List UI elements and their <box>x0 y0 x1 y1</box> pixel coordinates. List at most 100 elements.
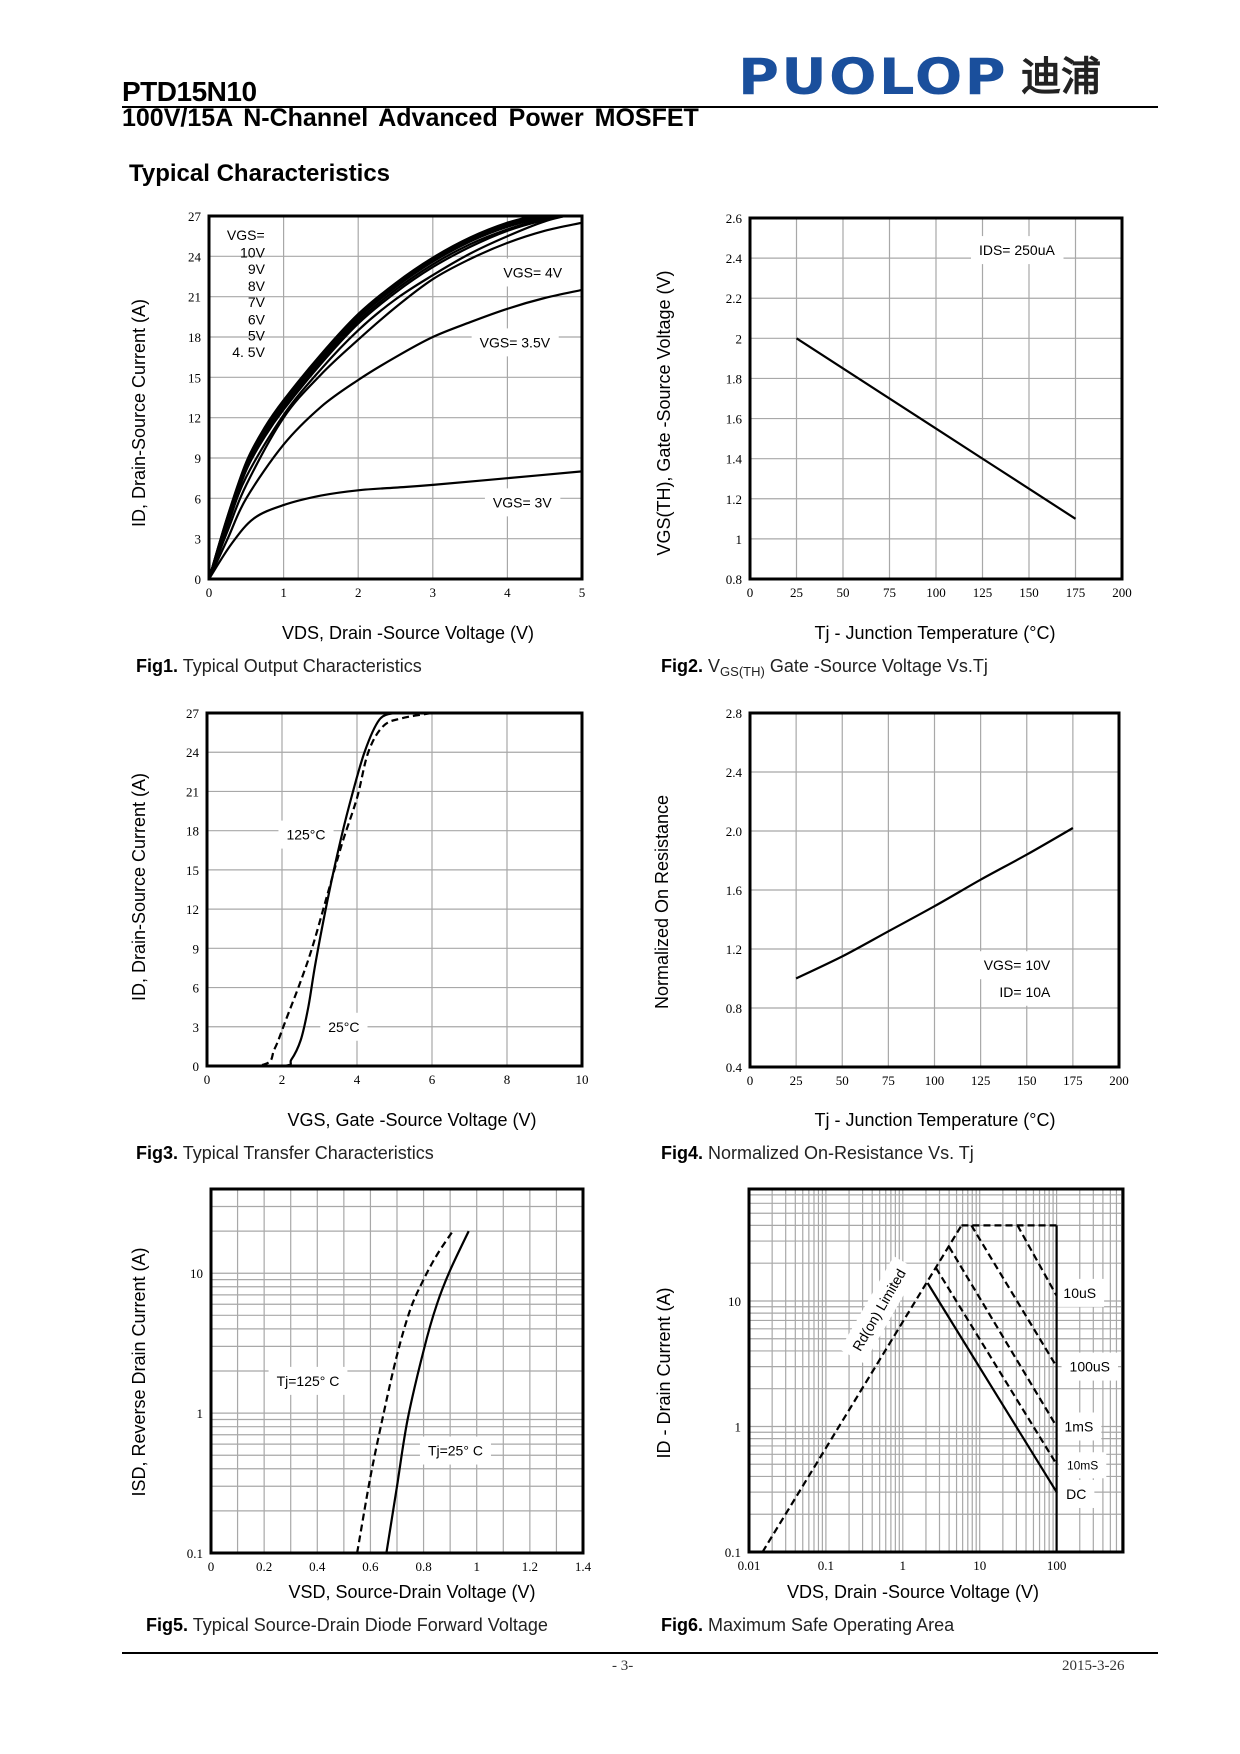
x-tick-label: 3 <box>430 585 437 600</box>
y-tick-label: 0.8 <box>726 1001 742 1016</box>
y-tick-label: 1 <box>735 1419 742 1434</box>
annotations: IDS= 250uA <box>970 236 1064 265</box>
figure-number: Fig5. <box>146 1615 188 1635</box>
x-tick-label: 125 <box>973 585 993 600</box>
series-line-100us <box>970 1224 1058 1368</box>
y-tick-label: 27 <box>186 706 200 721</box>
chart-annotation: IDS= 250uA <box>979 242 1056 258</box>
y-tick-label: 21 <box>186 784 199 799</box>
annotation-background <box>991 977 1060 1006</box>
x-tick-label: 6 <box>429 1072 436 1087</box>
chart-annotation: 10mS <box>1067 1458 1098 1472</box>
y-tick-label: 0.1 <box>725 1545 741 1560</box>
x-tick-label: 75 <box>882 1073 895 1088</box>
y-tick-label: 10 <box>728 1294 741 1309</box>
y-tick-label: 2.4 <box>726 765 743 780</box>
annotation-background <box>278 820 334 849</box>
y-axis-title: ID - Drain Current (A) <box>654 1287 674 1458</box>
x-tick-label: 75 <box>883 585 896 600</box>
series-group <box>356 1230 470 1553</box>
x-tick-label: 0.4 <box>309 1559 326 1574</box>
x-axis-title: VGS, Gate -Source Voltage (V) <box>287 1110 536 1130</box>
y-tick-label: 2.0 <box>726 824 742 839</box>
chart-annotation: VGS= 10V <box>984 957 1051 973</box>
y-tick-label: 1.2 <box>726 492 742 507</box>
x-tick-label: 10 <box>576 1072 589 1087</box>
caption-text: Typical Transfer Characteristics <box>178 1143 434 1163</box>
y-tick-label: 15 <box>188 370 201 385</box>
x-tick-label: 0.01 <box>738 1558 761 1573</box>
caption-text: Typical Source-Drain Diode Forward Volta… <box>188 1615 548 1635</box>
x-tick-label: 0.1 <box>818 1558 834 1573</box>
x-tick-label: 150 <box>1019 585 1039 600</box>
brand-logo: PUOLOP 迪浦 <box>738 52 1101 102</box>
x-tick-label: 1.4 <box>575 1559 592 1574</box>
annotation-background <box>975 951 1059 980</box>
y-tick-label: 1.8 <box>726 371 742 386</box>
gridlines <box>749 1189 1123 1552</box>
x-tick-label: 200 <box>1109 1073 1129 1088</box>
y-axis-title: ID, Drain-Source Current (A) <box>129 299 149 527</box>
x-tick-label: 1 <box>280 585 287 600</box>
y-tick-label: 12 <box>186 902 199 917</box>
chart-annotation: 8V <box>248 278 266 294</box>
chart-fig5: Tj=125° C Tj=25° C 0 0.2 0.4 0.6 0.8 1 1.2 1.4 0.1… <box>129 1187 592 1635</box>
chart-annotation: 25°C <box>328 1019 359 1035</box>
x-tick-label: 0 <box>208 1559 215 1574</box>
plot-frame <box>205 711 584 1068</box>
x-tick-label: 125 <box>971 1073 991 1088</box>
chart-annotation: 100uS <box>1070 1359 1110 1375</box>
caption-text: Maximum Safe Operating Area <box>703 1615 955 1635</box>
x-tick-label: 25 <box>790 1073 803 1088</box>
chart-annotation: VGS= 3.5V <box>480 334 551 350</box>
y-axis-title: ID, Drain-Source Current (A) <box>129 773 149 1001</box>
gridlines <box>209 216 582 579</box>
y-tick-label: 27 <box>188 209 202 224</box>
y-tick-label: 18 <box>188 330 201 345</box>
figure-caption: Fig1. Typical Output Characteristics <box>136 656 422 676</box>
x-tick-label: 0.6 <box>362 1559 379 1574</box>
x-tick-label: 4 <box>504 585 511 600</box>
x-tick-label: 1 <box>900 1558 907 1573</box>
document-date: 2015-3-26 <box>1062 1658 1125 1674</box>
annotation-background <box>268 1366 348 1395</box>
y-tick-label: 0.1 <box>187 1546 203 1561</box>
figure-caption: Fig2. VGS(TH) Gate -Source Voltage Vs.Tj <box>661 656 988 679</box>
y-tick-label: 9 <box>195 451 202 466</box>
figure-caption: Fig6. Maximum Safe Operating Area <box>661 1615 955 1635</box>
x-tick-label: 0 <box>747 585 754 600</box>
y-tick-label: 3 <box>195 532 202 547</box>
y-tick-label: 9 <box>193 941 200 956</box>
annotations: 10uS 100uS 1mS 10mS DC Rd(on) Limited <box>839 1256 1119 1508</box>
y-tick-label: 1.2 <box>726 942 742 957</box>
y-tick-label: 1.4 <box>726 452 743 467</box>
caption-text: Gate -Source Voltage Vs.Tj <box>765 656 988 676</box>
chart-annotation: Tj=25° C <box>428 1443 483 1459</box>
x-tick-label: 0.8 <box>415 1559 431 1574</box>
chart-annotation: VGS= 3V <box>493 494 552 510</box>
annotation-background <box>1058 1452 1107 1479</box>
x-axis-title: VSD, Source-Drain Voltage (V) <box>288 1582 535 1602</box>
product-subtitle: 100V/15A N-Channel Advanced Power MOSFET <box>122 104 699 132</box>
x-tick-label: 0 <box>204 1072 211 1087</box>
gridlines <box>750 713 1119 1067</box>
series-line-rds-on-normalized <box>795 827 1074 980</box>
chart-annotation: Rd(on) Limited <box>849 1266 909 1354</box>
annotation-background <box>1055 1278 1105 1307</box>
chart-annotation: 10V <box>240 244 266 260</box>
annotations: 125°C 25°C <box>278 820 368 1041</box>
x-tick-label: 2 <box>355 585 362 600</box>
figure-caption: Fig4. Normalized On-Resistance Vs. Tj <box>661 1143 974 1163</box>
chart-annotation: 1mS <box>1065 1418 1094 1434</box>
y-tick-label: 21 <box>188 290 201 305</box>
series-line-10ms <box>935 1267 1058 1465</box>
y-tick-label: 0.8 <box>726 572 742 587</box>
series-line-tj-125-c <box>356 1230 454 1553</box>
x-tick-label: 0.2 <box>256 1559 272 1574</box>
y-tick-label: 3 <box>193 1020 200 1035</box>
x-tick-label: 1 <box>473 1559 480 1574</box>
x-tick-label: 5 <box>579 585 586 600</box>
